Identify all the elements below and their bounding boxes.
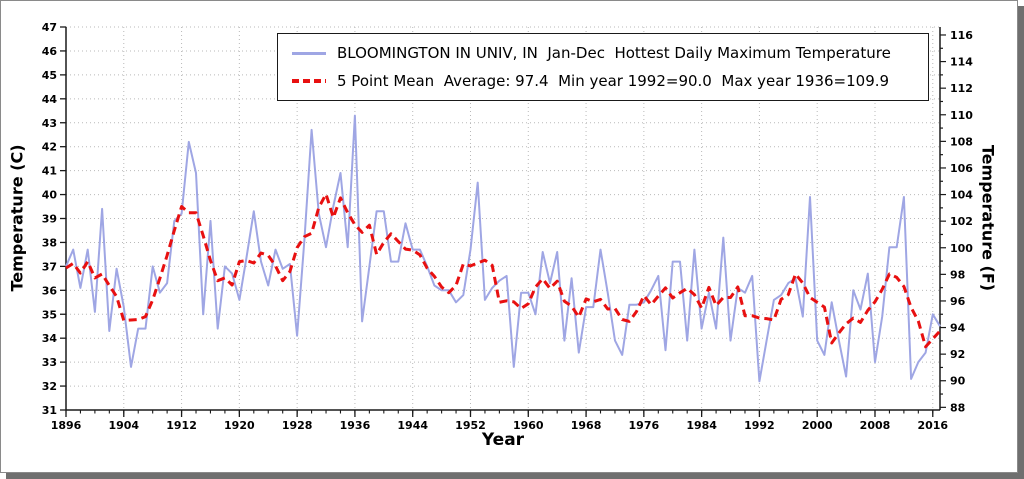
y-tick-label-f: 94: [950, 322, 966, 335]
y-tick-label-f: 104: [950, 189, 973, 202]
annual-series-line-swatch: [292, 51, 326, 55]
y-tick-label-c: 40: [42, 189, 58, 202]
x-tick-label: 1944: [397, 419, 428, 432]
mean-series-line: [65, 192, 942, 349]
y-tick-label-c: 35: [42, 308, 57, 321]
y-tick-label-c: 47: [42, 21, 57, 34]
y-tick-label-f: 90: [950, 375, 966, 388]
x-tick-label: 2000: [802, 419, 833, 432]
legend-box: BLOOMINGTON IN UNIV, IN Jan-Dec Hottest …: [277, 33, 929, 101]
x-tick-label: 1976: [629, 419, 660, 432]
y-tick-label-c: 39: [42, 213, 57, 226]
y-tick-label-c: 31: [42, 404, 57, 417]
y-tick-label-c: 43: [42, 117, 57, 130]
y-tick-label-f: 114: [950, 56, 973, 69]
x-tick-label: 1920: [224, 419, 255, 432]
y-tick-label-c: 32: [42, 380, 57, 393]
x-tick-label: 1960: [513, 419, 544, 432]
annual-series-line: [65, 114, 941, 383]
x-tick-label: 1912: [166, 419, 197, 432]
y-tick-label-f: 106: [950, 162, 973, 175]
y-tick-label-c: 38: [42, 236, 57, 249]
legend-item-annual: BLOOMINGTON IN UNIV, IN Jan-Dec Hottest …: [292, 44, 928, 62]
y-tick-label-c: 37: [42, 260, 57, 273]
x-axis-label: Year: [481, 430, 525, 450]
y-tick-label-f: 98: [950, 268, 965, 281]
y-axis-label-fahrenheit: Temperature (F): [978, 144, 998, 292]
y-tick-label-f: 92: [950, 348, 965, 361]
y-tick-label-c: 44: [42, 93, 58, 106]
y-tick-label-c: 34: [42, 332, 58, 345]
y-tick-label-f: 96: [950, 295, 966, 308]
y-tick-label-f: 102: [950, 215, 973, 228]
y-tick-label-c: 46: [42, 45, 58, 58]
x-tick-label: 1928: [282, 419, 313, 432]
y-tick-label-c: 45: [42, 69, 57, 82]
annual-series-label: BLOOMINGTON IN UNIV, IN Jan-Dec Hottest …: [337, 44, 891, 62]
y-tick-label-f: 116: [950, 29, 973, 42]
y-tick-label-c: 42: [42, 141, 57, 154]
y-axis-label-celsius: Temperature (C): [7, 144, 27, 292]
y-tick-label-f: 88: [950, 401, 965, 414]
y-tick-label-f: 100: [950, 242, 973, 255]
x-tick-label: 1936: [340, 419, 371, 432]
x-tick-label: 1984: [686, 419, 717, 432]
x-tick-label: 1968: [571, 419, 602, 432]
x-tick-label: 1952: [455, 419, 486, 432]
x-tick-label: 1896: [51, 419, 82, 432]
legend-item-mean: 5 Point Mean Average: 97.4 Min year 1992…: [292, 72, 928, 90]
y-tick-label-c: 36: [42, 284, 58, 297]
mean-series-dash-swatch: [292, 79, 326, 83]
y-tick-label-c: 41: [42, 165, 57, 178]
x-tick-label: 1992: [744, 419, 775, 432]
mean-series-label: 5 Point Mean Average: 97.4 Min year 1992…: [337, 72, 890, 90]
x-tick-label: 2008: [860, 419, 891, 432]
y-tick-label-f: 108: [950, 135, 973, 148]
y-tick-label-f: 112: [950, 82, 973, 95]
x-tick-label: 2016: [917, 419, 948, 432]
y-tick-label-f: 110: [950, 109, 973, 122]
y-tick-label-c: 33: [42, 356, 57, 369]
x-tick-label: 1904: [108, 419, 139, 432]
